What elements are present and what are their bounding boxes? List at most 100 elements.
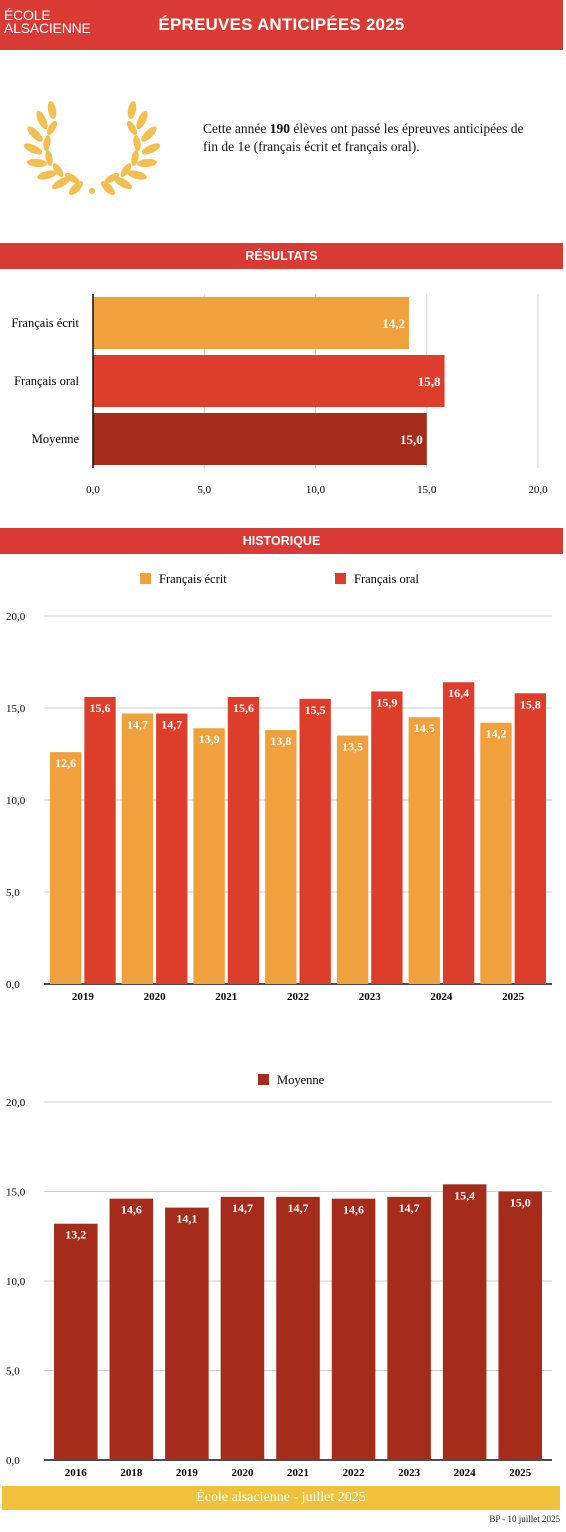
y-tick-label: 10,0 xyxy=(6,795,26,807)
bar xyxy=(54,1223,98,1460)
bar xyxy=(331,1198,376,1460)
x-tick-label: 2020 xyxy=(144,991,167,1003)
bar xyxy=(93,413,427,465)
data-label: 15,6 xyxy=(90,701,111,715)
x-tick-label: 2023 xyxy=(398,1467,421,1479)
y-tick-label: 5,0 xyxy=(6,887,20,899)
bar xyxy=(336,735,369,984)
data-label: 15,8 xyxy=(418,374,441,389)
average-history-bar-chart: 0,0 5,0 10,0 15,0 20,0 Moyenne 13,2 2016 14,6 201… xyxy=(6,1073,552,1479)
bar xyxy=(220,1196,265,1460)
y-tick-label: 15,0 xyxy=(6,703,26,715)
data-label: 16,4 xyxy=(448,686,469,700)
results-section-title: RÉSULTATS xyxy=(0,243,563,269)
x-tick-label: 0,0 xyxy=(86,484,100,496)
x-tick-label: 2025 xyxy=(509,1467,532,1479)
data-label: 14,7 xyxy=(161,718,182,732)
bar xyxy=(50,752,82,984)
history-bar-chart: 0,0 5,0 10,0 15,0 20,0 Français écrit Français… xyxy=(6,572,552,1003)
data-label: 13,2 xyxy=(65,1228,86,1242)
data-label: 14,7 xyxy=(232,1201,253,1215)
data-label: 13,8 xyxy=(270,734,291,748)
legend-label: Français écrit xyxy=(159,572,227,586)
laurel-wreath-icon xyxy=(23,100,162,198)
x-tick-label: 2024 xyxy=(430,991,453,1003)
data-label: 14,7 xyxy=(399,1201,420,1215)
data-label: 15,6 xyxy=(233,701,254,715)
data-label: 15,0 xyxy=(510,1196,531,1210)
x-tick-label: 2016 xyxy=(65,1467,88,1479)
x-tick-label: 10,0 xyxy=(306,484,326,496)
x-tick-label: 2025 xyxy=(502,991,525,1003)
y-tick-label: 5,0 xyxy=(6,1366,20,1378)
bar xyxy=(408,717,440,984)
bar xyxy=(480,722,512,984)
y-tick-label: 20,0 xyxy=(6,611,26,623)
y-tick-label: 15,0 xyxy=(6,1187,26,1199)
bar xyxy=(442,1184,487,1460)
bar xyxy=(276,1196,320,1460)
intro-text-before: Cette année xyxy=(203,121,270,136)
y-tick-label: Français oral xyxy=(14,374,79,388)
x-tick-label: 2023 xyxy=(359,991,382,1003)
bar xyxy=(156,713,188,984)
legend-swatch xyxy=(140,573,151,584)
data-label: 15,4 xyxy=(454,1188,475,1202)
logo-line-1: ÉCOLE xyxy=(4,7,51,23)
bar xyxy=(193,728,225,984)
x-tick-label: 5,0 xyxy=(197,484,211,496)
x-tick-label: 2022 xyxy=(287,991,310,1003)
bar xyxy=(93,355,445,407)
y-tick-label: 10,0 xyxy=(6,1276,26,1288)
bar xyxy=(93,297,409,349)
history-section-title: HISTORIQUE xyxy=(0,528,563,554)
data-label: 15,5 xyxy=(305,703,326,717)
data-label: 14,2 xyxy=(485,727,506,741)
legend-swatch xyxy=(258,1074,269,1085)
bar xyxy=(265,730,297,984)
x-tick-label: 2019 xyxy=(72,991,95,1003)
legend-swatch xyxy=(335,573,346,584)
x-tick-label: 2021 xyxy=(215,991,237,1003)
y-tick-label: 0,0 xyxy=(6,979,20,991)
bar xyxy=(109,1198,154,1460)
bar xyxy=(165,1207,209,1460)
x-tick-label: 15,0 xyxy=(417,484,437,496)
bar xyxy=(514,693,546,984)
x-tick-label: 2021 xyxy=(287,1467,309,1479)
y-tick-label: 0,0 xyxy=(6,1455,20,1467)
bar xyxy=(387,1196,431,1460)
logo-line-2: ALSACIENNE xyxy=(4,20,91,36)
bar xyxy=(498,1191,542,1460)
page-header: ÉCOLE ALSACIENNE ÉPREUVES ANTICIPÉES 202… xyxy=(0,0,563,50)
x-tick-label: 2024 xyxy=(454,1467,477,1479)
footer-credit: BP - 10 juillet 2025 xyxy=(489,1514,560,1524)
bar xyxy=(227,696,260,984)
data-label: 14,7 xyxy=(288,1201,309,1215)
data-label: 15,0 xyxy=(400,432,423,447)
x-tick-label: 2022 xyxy=(343,1467,366,1479)
bar xyxy=(121,713,154,984)
legend-label: Moyenne xyxy=(277,1073,325,1087)
data-label: 13,5 xyxy=(342,740,363,754)
data-label: 13,9 xyxy=(199,732,220,746)
x-tick-label: 2018 xyxy=(120,1467,143,1479)
student-count: 190 xyxy=(269,121,290,136)
bar xyxy=(371,691,403,984)
y-tick-label: Moyenne xyxy=(32,432,80,446)
data-label: 15,8 xyxy=(520,697,541,711)
page-title: ÉPREUVES ANTICIPÉES 2025 xyxy=(158,15,405,34)
data-label: 14,6 xyxy=(121,1203,142,1217)
y-tick-label: 20,0 xyxy=(6,1097,26,1109)
intro-text: Cette année 190 élèves ont passé les épr… xyxy=(203,120,533,156)
y-tick-label: Français écrit xyxy=(11,316,79,330)
intro-text-after: élèves ont passé les épreuves anticipées… xyxy=(203,121,524,154)
data-label: 14,2 xyxy=(382,316,405,331)
x-tick-label: 20,0 xyxy=(528,484,548,496)
data-label: 14,5 xyxy=(414,721,435,735)
results-bar-chart: 0,0 5,0 10,0 15,0 20,0 14,2 Français écrit 15,8… xyxy=(11,294,548,496)
data-label: 14,7 xyxy=(127,718,148,732)
data-label: 12,6 xyxy=(55,756,76,770)
data-label: 14,1 xyxy=(176,1212,197,1226)
legend-label: Français oral xyxy=(354,572,419,586)
